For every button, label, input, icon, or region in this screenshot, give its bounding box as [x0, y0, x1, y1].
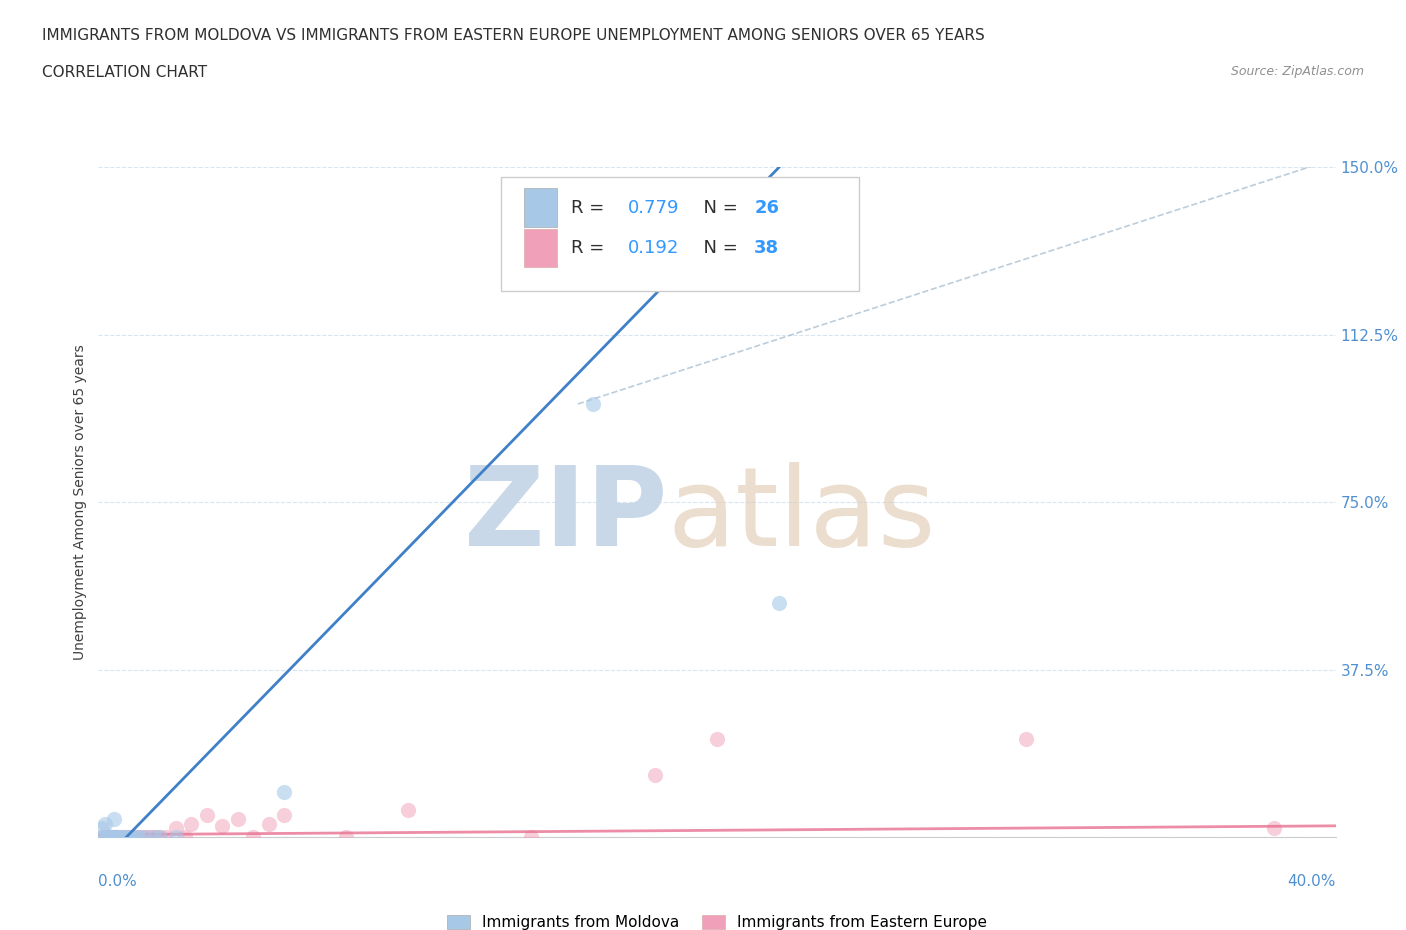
Point — [180, 817, 202, 831]
Text: N =: N = — [692, 239, 744, 257]
Point — [124, 830, 146, 844]
Point — [155, 830, 177, 844]
Point — [128, 830, 150, 844]
Text: 0.0%: 0.0% — [98, 874, 138, 889]
Text: IMMIGRANTS FROM MOLDOVA VS IMMIGRANTS FROM EASTERN EUROPE UNEMPLOYMENT AMONG SEN: IMMIGRANTS FROM MOLDOVA VS IMMIGRANTS FR… — [42, 28, 986, 43]
Point — [121, 830, 143, 844]
Point — [520, 830, 543, 844]
Text: Source: ZipAtlas.com: Source: ZipAtlas.com — [1230, 65, 1364, 78]
Point — [706, 731, 728, 746]
Point — [100, 830, 122, 844]
Point — [136, 830, 159, 844]
Y-axis label: Unemployment Among Seniors over 65 years: Unemployment Among Seniors over 65 years — [73, 344, 87, 660]
Point — [273, 785, 295, 800]
FancyBboxPatch shape — [501, 178, 859, 291]
Point — [97, 830, 120, 844]
Point — [124, 830, 146, 844]
Point — [105, 830, 128, 844]
Point — [149, 830, 172, 844]
Point — [1015, 731, 1038, 746]
Point — [211, 818, 233, 833]
Point — [90, 830, 112, 844]
Point — [118, 830, 141, 844]
Point — [139, 830, 162, 844]
Point — [115, 830, 138, 844]
Point — [112, 830, 135, 844]
Point — [121, 830, 143, 844]
Point — [105, 830, 128, 844]
Point — [103, 830, 125, 844]
Text: 26: 26 — [754, 199, 779, 217]
Point — [768, 595, 790, 610]
Text: R =: R = — [571, 239, 610, 257]
Text: 0.192: 0.192 — [628, 239, 679, 257]
Point — [644, 767, 666, 782]
Point — [242, 830, 264, 844]
Point — [103, 830, 125, 844]
Point — [134, 830, 156, 844]
Point — [97, 830, 120, 844]
Point — [134, 830, 156, 844]
Point — [165, 830, 187, 844]
Text: CORRELATION CHART: CORRELATION CHART — [42, 65, 207, 80]
Text: N =: N = — [692, 199, 744, 217]
Text: 0.779: 0.779 — [628, 199, 679, 217]
Point — [108, 830, 131, 844]
Point — [131, 830, 153, 844]
Point — [146, 830, 169, 844]
Point — [93, 817, 115, 831]
Point — [273, 807, 295, 822]
Point — [100, 830, 122, 844]
Point — [108, 830, 131, 844]
Point — [103, 830, 125, 844]
Text: atlas: atlas — [668, 462, 936, 569]
Point — [1263, 820, 1285, 835]
Point — [396, 803, 419, 817]
Point — [105, 830, 128, 844]
Point — [112, 830, 135, 844]
Point — [143, 830, 166, 844]
FancyBboxPatch shape — [524, 189, 557, 227]
Point — [195, 807, 218, 822]
Point — [165, 820, 187, 835]
Point — [97, 830, 120, 844]
Point — [93, 830, 115, 844]
Point — [257, 817, 280, 831]
Point — [149, 830, 172, 844]
Point — [90, 830, 112, 844]
Point — [335, 830, 357, 844]
Text: R =: R = — [571, 199, 610, 217]
Point — [226, 812, 249, 827]
Text: 38: 38 — [754, 239, 779, 257]
Point — [582, 396, 605, 411]
Point — [103, 812, 125, 827]
Point — [93, 830, 115, 844]
Point — [115, 830, 138, 844]
FancyBboxPatch shape — [524, 229, 557, 267]
Text: 40.0%: 40.0% — [1288, 874, 1336, 889]
Legend: Immigrants from Moldova, Immigrants from Eastern Europe: Immigrants from Moldova, Immigrants from… — [440, 910, 994, 930]
Point — [118, 830, 141, 844]
Point — [143, 830, 166, 844]
Text: ZIP: ZIP — [464, 462, 668, 569]
Point — [128, 830, 150, 844]
Point — [174, 830, 197, 844]
Point — [100, 830, 122, 844]
Point — [90, 820, 112, 835]
